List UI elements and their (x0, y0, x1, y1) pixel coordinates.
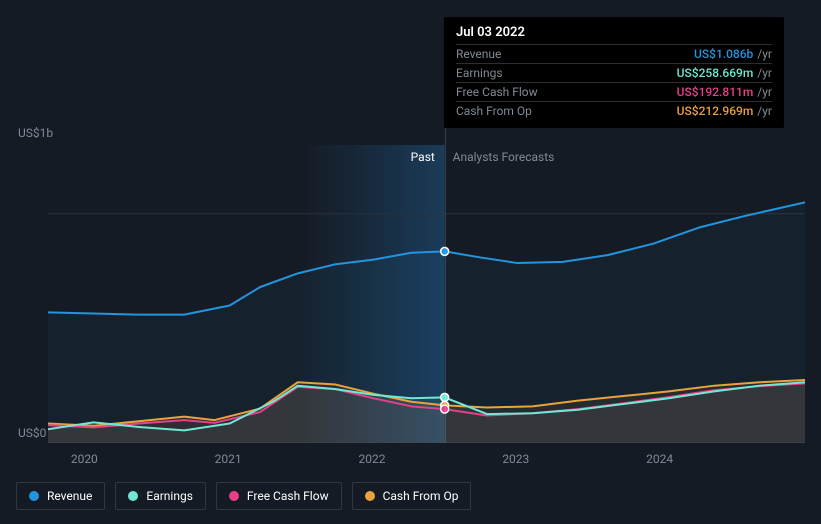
x-tick: 2023 (486, 452, 546, 466)
y-tick-1b: US$1b (18, 126, 53, 140)
legend-item-free-cash-flow[interactable]: Free Cash Flow (216, 482, 342, 510)
tooltip-row-unit: /yr (757, 104, 772, 118)
tooltip-row-unit: /yr (757, 85, 772, 99)
tooltip-row-value: US$192.811m (677, 85, 754, 99)
x-tick: 2021 (198, 452, 258, 466)
tooltip-row: Earnings US$258.669m/yr (456, 63, 772, 82)
tooltip-row: Free Cash Flow US$192.811m/yr (456, 82, 772, 101)
legend-label: Revenue (47, 489, 92, 503)
plot-area[interactable] (48, 145, 805, 443)
past-label: Past (411, 150, 435, 164)
legend-item-earnings[interactable]: Earnings (115, 482, 206, 510)
chart-root: US$1b US$0 Past Analysts Forecasts 2020 2… (0, 0, 821, 524)
tooltip-row: Revenue US$1.086b/yr (456, 44, 772, 63)
legend-label: Cash From Op (383, 489, 459, 503)
x-tick: 2020 (54, 452, 114, 466)
tooltip-row-value: US$258.669m (677, 66, 754, 80)
legend-dot-icon (128, 491, 138, 501)
legend-dot-icon (29, 491, 39, 501)
tooltip-row: Cash From Op US$212.969m/yr (456, 101, 772, 120)
legend: Revenue Earnings Free Cash Flow Cash From O… (16, 482, 471, 510)
future-label: Analysts Forecasts (453, 150, 555, 164)
tooltip-row-label: Free Cash Flow (456, 85, 538, 99)
legend-item-cash-from-op[interactable]: Cash From Op (352, 482, 472, 510)
tooltip-row-label: Earnings (456, 66, 503, 80)
tooltip-row-value: US$1.086b (694, 47, 753, 61)
tooltip-row-label: Cash From Op (456, 104, 532, 118)
tooltip-date: Jul 03 2022 (456, 25, 772, 40)
legend-dot-icon (365, 491, 375, 501)
chart-svg (48, 145, 805, 443)
legend-item-revenue[interactable]: Revenue (16, 482, 105, 510)
tooltip-row-unit: /yr (757, 47, 772, 61)
x-tick: 2024 (630, 452, 690, 466)
legend-label: Free Cash Flow (247, 489, 329, 503)
hover-vertical-line (445, 115, 446, 443)
y-tick-0: US$0 (18, 426, 46, 440)
tooltip-row-value: US$212.969m (677, 104, 754, 118)
tooltip: Jul 03 2022 Revenue US$1.086b/yr Earnings U… (444, 17, 784, 128)
tooltip-row-label: Revenue (456, 47, 501, 61)
legend-dot-icon (229, 491, 239, 501)
x-tick: 2022 (342, 452, 402, 466)
tooltip-row-unit: /yr (757, 66, 772, 80)
legend-label: Earnings (146, 489, 193, 503)
